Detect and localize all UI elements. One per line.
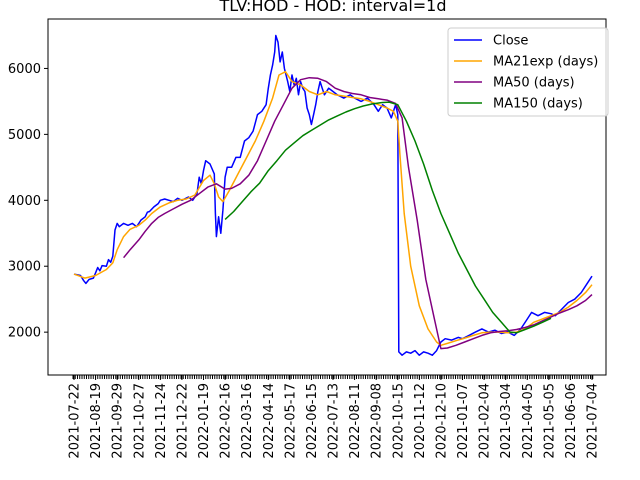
- x-tick-label: 2022-07-13: [327, 383, 342, 459]
- legend-entry-2: MA50 (days): [493, 76, 575, 91]
- chart-title: TLV:HOD - HOD: interval=1d: [218, 0, 446, 15]
- legend-entry-3: MA150 (days): [493, 97, 583, 112]
- x-tick-label: 2021-01-07: [456, 383, 471, 459]
- x-tick-label: 2020-12-10: [434, 383, 449, 459]
- x-tick-label: 2021-08-19: [89, 383, 104, 459]
- x-tick-label: 2021-11-24: [154, 383, 169, 459]
- x-tick-label: 2021-03-04: [499, 383, 514, 459]
- y-tick-label: 5000: [8, 128, 41, 143]
- series-line-0: [73, 34, 593, 356]
- series-line-2: [123, 76, 593, 350]
- y-tick-label: 4000: [8, 194, 41, 209]
- x-tick-label: 2022-03-16: [240, 383, 255, 459]
- y-tick-label: 6000: [8, 62, 41, 77]
- x-tick-label: 2022-05-17: [283, 383, 298, 459]
- x-tick-label: 2021-05-05: [542, 383, 557, 459]
- x-tick-label: 2021-04-05: [521, 383, 536, 459]
- x-tick-label: 2020-10-15: [391, 383, 406, 459]
- x-tick-label: 2022-01-19: [197, 383, 212, 459]
- legend: Close MA21exp (days) MA50 (days) MA150 (day…: [447, 27, 609, 117]
- legend-entry-1: MA21exp (days): [493, 55, 598, 70]
- y-tick-label: 3000: [8, 260, 41, 275]
- legend-box: [447, 27, 609, 117]
- legend-entry-0: Close: [493, 34, 528, 49]
- x-tick-label: 2020-11-12: [413, 383, 428, 459]
- series-line-3: [224, 101, 552, 334]
- x-tick-label: 2021-09-29: [111, 383, 126, 459]
- x-tick-label: 2021-07-22: [68, 383, 83, 459]
- x-tick-label: 2022-08-11: [348, 383, 363, 459]
- x-axis: 2021-07-22 2021-08-19 2021-09-29 2021-10-27…: [68, 375, 601, 459]
- x-tick-label: 2022-02-16: [219, 383, 234, 459]
- y-axis: 2000 3000 4000 5000 6000: [8, 62, 48, 341]
- x-tick-label: 2022-06-15: [305, 383, 320, 459]
- x-tick-label: 2021-12-22: [175, 383, 190, 459]
- x-tick-label: 2021-10-27: [132, 383, 147, 459]
- x-tick-label: 2021-07-04: [586, 383, 601, 459]
- x-tick-label: 2022-09-08: [370, 383, 385, 459]
- x-tick-label: 2022-04-14: [262, 383, 277, 459]
- x-tick-label: 2021-06-06: [564, 383, 579, 459]
- y-tick-label: 2000: [8, 326, 41, 341]
- x-tick-label: 2021-02-04: [478, 383, 493, 459]
